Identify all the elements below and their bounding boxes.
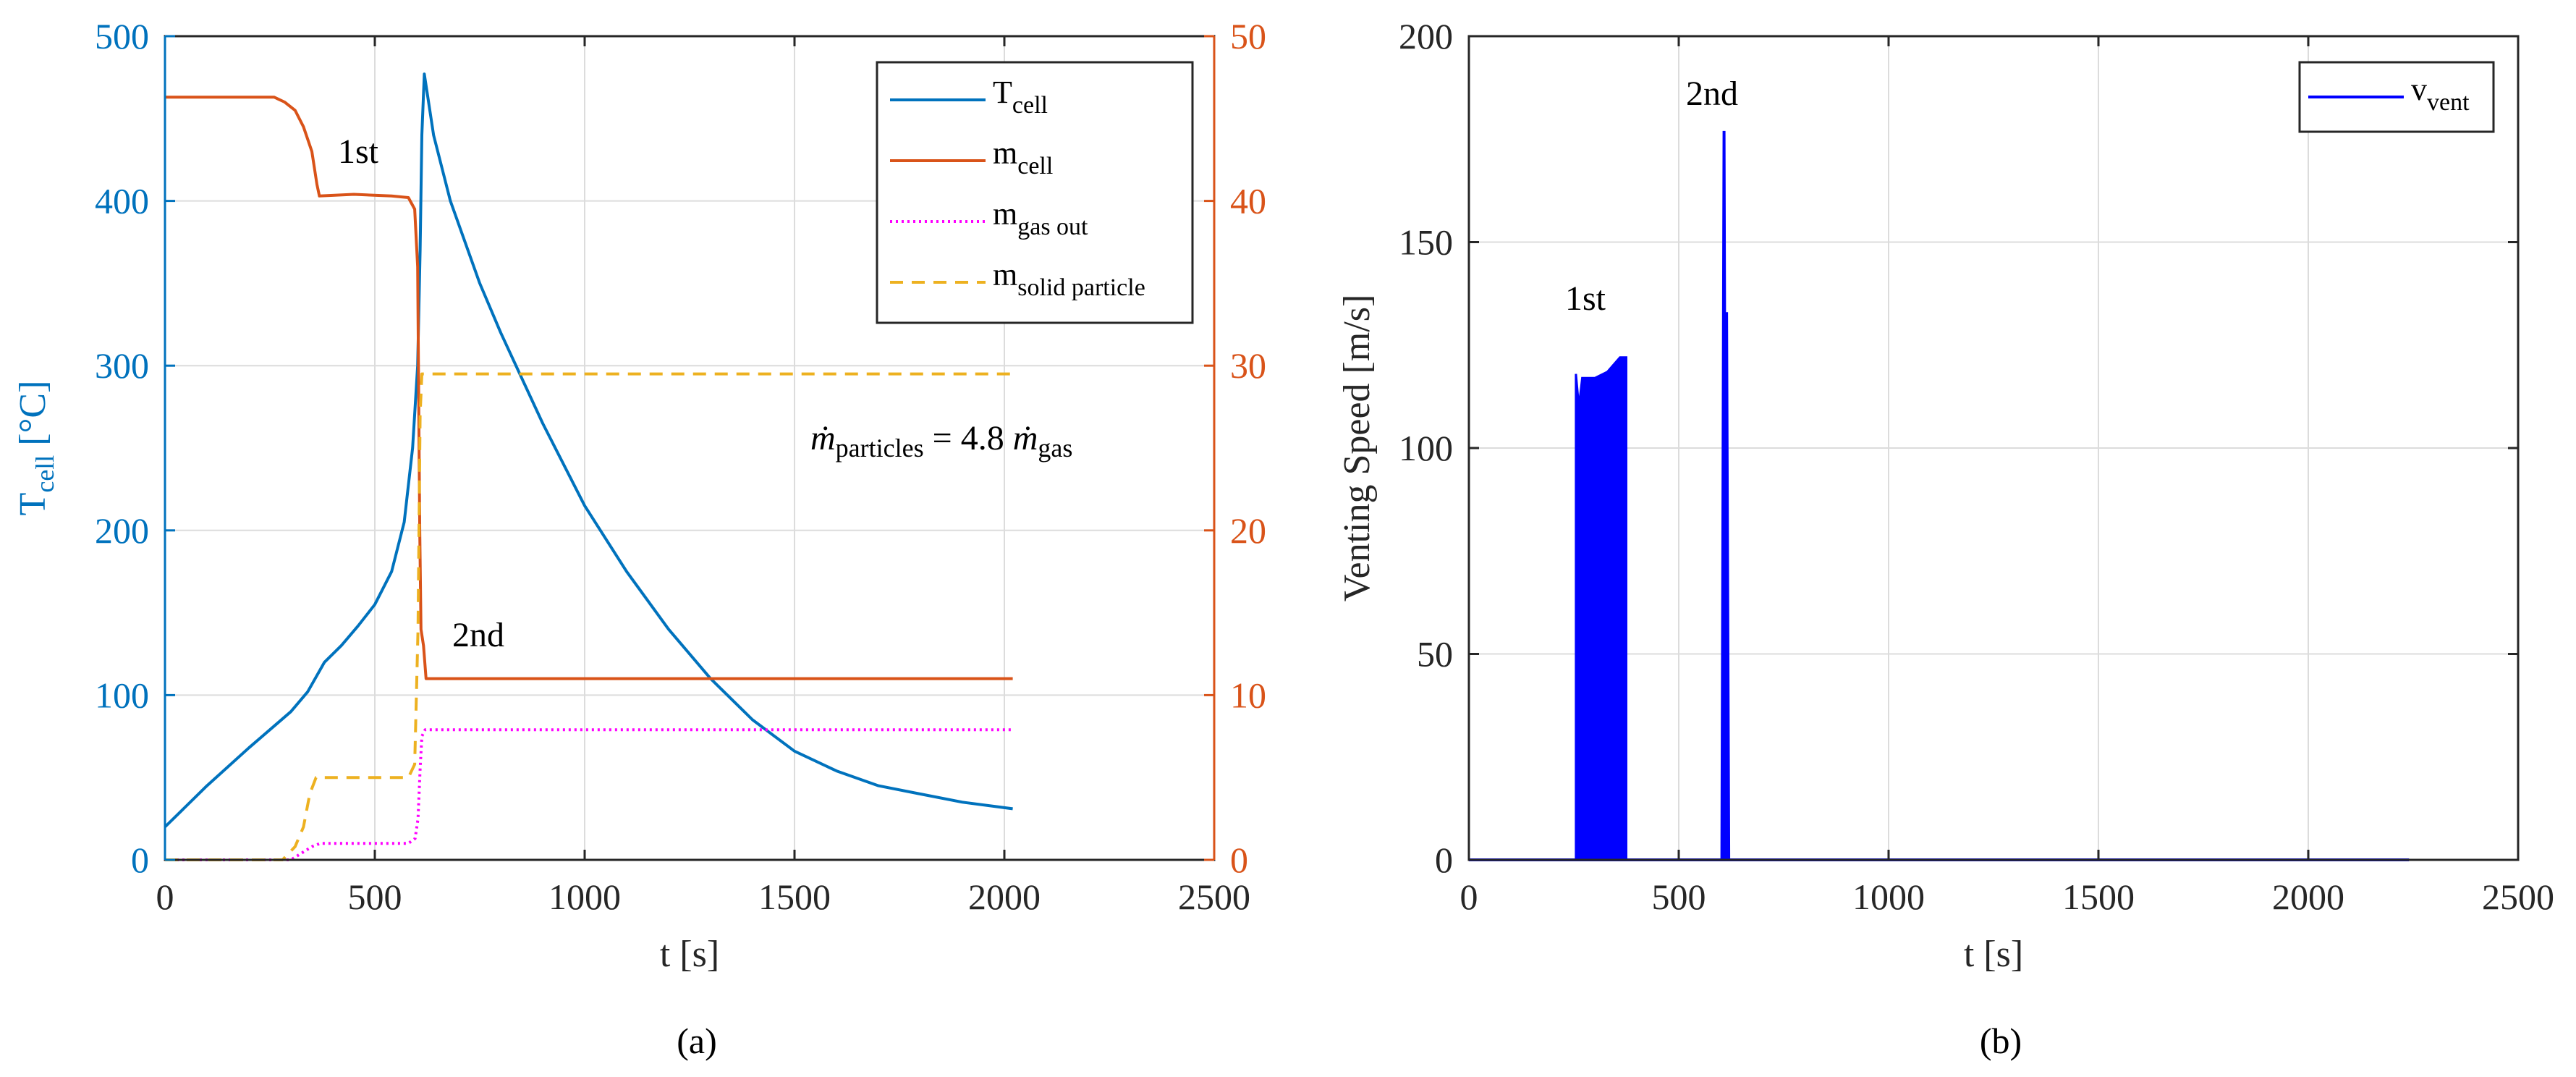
b-series-vvent-second-event [1720, 130, 1731, 861]
a-y-tick-label: 500 [95, 16, 149, 56]
b-y-tick-label: 100 [1399, 428, 1453, 468]
b-x-tick-label: 1000 [1852, 877, 1925, 917]
a-x-tick-label: 0 [156, 877, 174, 917]
a-annotation-1st: 1st [338, 132, 379, 171]
a-panel-caption: (a) [677, 1021, 717, 1061]
a-y-tick-label-right: 40 [1230, 181, 1266, 221]
b-panel-caption: (b) [1980, 1021, 2022, 1061]
a-y-ticks-right: 0 10 20 30 40 50 [1204, 16, 1266, 880]
eq-lhs: ṁ [810, 419, 836, 457]
a-y-tick-label: 200 [95, 510, 149, 551]
leg-mgas-main: m [993, 196, 1017, 232]
a-series-msolid-particle [165, 372, 1013, 861]
leg-vvent-sub: vent [2427, 89, 2470, 116]
b-y-ticks: 0 50 100 150 200 [1399, 16, 2518, 880]
b-legend-label-vvent: vvent [2411, 72, 2470, 116]
a-legend-label-tcell: Tcell [993, 75, 1048, 119]
a-y-tick-label: 300 [95, 345, 149, 386]
eq-op: = 4.8 [924, 419, 1013, 457]
a-x-tick-label: 1000 [548, 877, 621, 917]
a-y-ticks-left: 0 100 200 300 400 500 [95, 16, 175, 880]
a-ylabel-sub: cell [30, 455, 59, 493]
a-equation: ṁparticles = 4.8 ṁgas [810, 419, 1072, 463]
b-x-tick-label: 1500 [2062, 877, 2135, 917]
leg-mcell-sub: cell [1017, 153, 1053, 180]
a-annotation-2nd: 2nd [452, 616, 504, 654]
a-y-tick-label-right: 10 [1230, 675, 1266, 715]
b-x-ticks: 0 500 1000 1500 2000 2500 [1460, 36, 2554, 917]
a-legend-label-mcell: mcell [993, 135, 1053, 180]
a-y-tick-label-right: 50 [1230, 16, 1266, 56]
b-x-tick-label: 0 [1460, 877, 1478, 917]
panel-a: 0 500 1000 1500 2000 2500 0 100 200 300 400 500 0 1… [12, 16, 1266, 1061]
a-series-mcell [165, 96, 1013, 680]
a-x-tick-label: 1500 [758, 877, 831, 917]
leg-tcell-main: T [993, 75, 1012, 110]
leg-msolid-sub: solid particle [1017, 274, 1145, 301]
eq-rhs: ṁ [1013, 419, 1038, 457]
a-y-axis-label-left: Tcell [°C] [12, 381, 59, 516]
a-x-axis-label: t [s] [660, 934, 719, 975]
a-y-tick-label: 0 [131, 840, 149, 880]
leg-mcell-main: m [993, 135, 1017, 171]
a-legend-label-mgas: mgas out [993, 196, 1088, 240]
a-series-mgas-out [165, 728, 1013, 861]
b-x-tick-label: 2500 [2482, 877, 2554, 917]
a-ylabel-unit: [°C] [12, 381, 54, 455]
leg-tcell-sub: cell [1012, 92, 1048, 119]
b-series-vvent-first-event [1575, 356, 1627, 861]
eq-rhs-sub: gas [1038, 434, 1072, 463]
b-annotation-2nd: 2nd [1686, 75, 1738, 113]
b-x-tick-label: 500 [1652, 877, 1706, 917]
b-x-tick-label: 2000 [2272, 877, 2344, 917]
eq-lhs-sub: particles [836, 434, 924, 463]
a-x-tick-label: 500 [348, 877, 402, 917]
b-grid [1469, 36, 2518, 860]
a-legend-label-msolid: msolid particle [993, 257, 1145, 301]
b-legend: vvent [2298, 61, 2495, 133]
leg-vvent-main: v [2411, 72, 2427, 107]
b-y-tick-label: 0 [1435, 840, 1453, 880]
b-annotation-1st: 1st [1565, 279, 1606, 318]
a-series [164, 72, 1013, 861]
a-y-tick-label: 400 [95, 181, 149, 221]
a-legend: Tcell mcell mgas out msolid particle [876, 61, 1194, 324]
b-series [1469, 130, 2410, 861]
b-y-tick-label: 50 [1417, 634, 1453, 675]
a-x-tick-label: 2500 [1178, 877, 1250, 917]
a-y-tick-label-right: 20 [1230, 510, 1266, 551]
b-y-tick-label: 150 [1399, 222, 1453, 263]
leg-mgas-sub: gas out [1017, 214, 1088, 240]
a-y-tick-label: 100 [95, 675, 149, 715]
b-series-vvent-second-base [1721, 847, 1730, 860]
a-y-tick-label-right: 30 [1230, 345, 1266, 386]
b-x-axis-label: t [s] [1964, 934, 2023, 975]
a-series-tcell [164, 72, 1013, 828]
a-ylabel-main: T [12, 493, 54, 516]
leg-msolid-main: m [993, 257, 1017, 292]
b-y-tick-label: 200 [1399, 16, 1453, 56]
b-y-axis-label: Venting Speed [m/s] [1336, 295, 1378, 602]
a-x-tick-label: 2000 [968, 877, 1041, 917]
a-legend-box [876, 61, 1194, 324]
a-y-tick-label-right: 0 [1230, 840, 1248, 880]
